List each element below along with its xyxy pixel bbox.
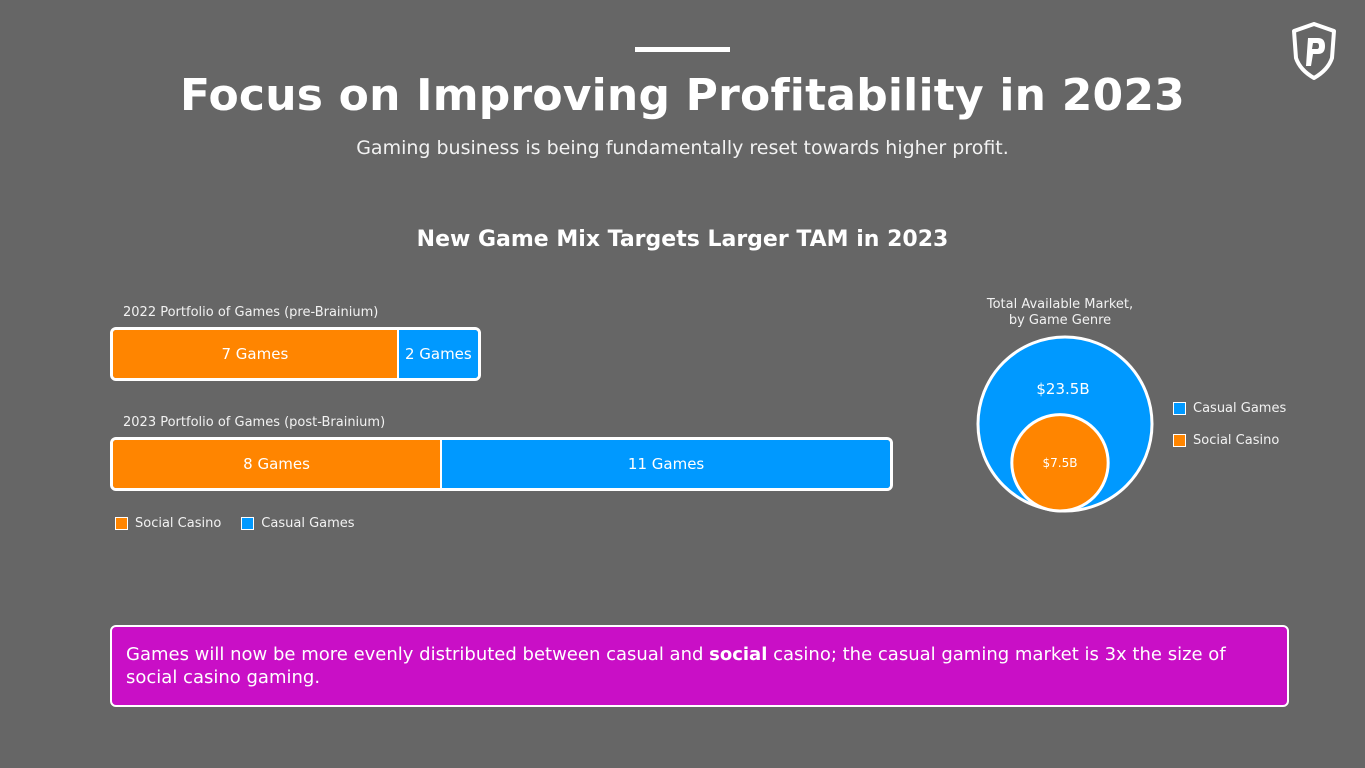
callout-text-bold: social [709, 644, 768, 665]
bar-segment-social-casino-2023: 8 Games [113, 440, 441, 488]
tam-legend-swatch-casual-games [1173, 402, 1186, 415]
bubble-social-casino [1010, 413, 1110, 513]
tam-legend-item-casual-games: Casual Games [1173, 401, 1286, 416]
bar-category-label-2023: 2023 Portfolio of Games (post-Brainium) [123, 415, 386, 430]
legend-item-casual-games: Casual Games [241, 516, 355, 531]
legend-swatch-social-casino [115, 517, 128, 530]
bubble-label-casual-games: $23.5B [1036, 380, 1089, 398]
chart-title: New Game Mix Targets Larger TAM in 2023 [416, 227, 949, 252]
tam-chart-legend: Casual Games Social Casino [1173, 401, 1306, 465]
callout-text-start: Games will now be more evenly distribute… [126, 644, 710, 665]
title-accent-rule [635, 47, 730, 52]
legend-label-social-casino: Social Casino [135, 516, 222, 531]
key-takeaway-callout: Games will now be more evenly distribute… [110, 625, 1289, 707]
bar-category-label-2022: 2022 Portfolio of Games (pre-Brainium) [123, 305, 379, 320]
tam-title-line-2: by Game Genre [1008, 313, 1112, 328]
tam-bubble-chart: $23.5B $7.5B [976, 335, 1154, 513]
tam-legend-label-social-casino: Social Casino [1193, 433, 1280, 448]
bar-2022: 7 Games 2 Games [110, 327, 481, 381]
callout-text-end: casino; the casual gaming market is 3x t… [126, 644, 1226, 688]
tam-chart-title: Total Available Market, by Game Genre [960, 297, 1160, 329]
tam-legend-label-casual-games: Casual Games [1193, 401, 1287, 416]
legend-swatch-casual-games [241, 517, 255, 530]
tam-legend-item-social-casino: Social Casino [1173, 433, 1286, 448]
shield-p-logo-icon [1292, 22, 1336, 80]
tam-legend-swatch-social-casino [1173, 434, 1186, 447]
bar-segment-social-casino-2022: 7 Games [113, 330, 397, 378]
legend-label-casual-games: Casual Games [261, 516, 355, 531]
bar-segment-casual-games-2022: 2 Games [396, 330, 478, 378]
bar-segment-casual-games-2023: 11 Games [440, 440, 890, 488]
tam-title-line-1: Total Available Market, [986, 297, 1134, 312]
page-title: Focus on Improving Profitability in 2023 [180, 70, 1185, 121]
bar-chart-legend: Social Casino Casual Games [115, 516, 375, 531]
page-subtitle: Gaming business is being fundamentally r… [356, 137, 1009, 159]
bubble-label-social-casino: $7.5B [1043, 456, 1078, 470]
bar-2023: 8 Games 11 Games [110, 437, 893, 491]
legend-item-social-casino: Social Casino [115, 516, 221, 531]
